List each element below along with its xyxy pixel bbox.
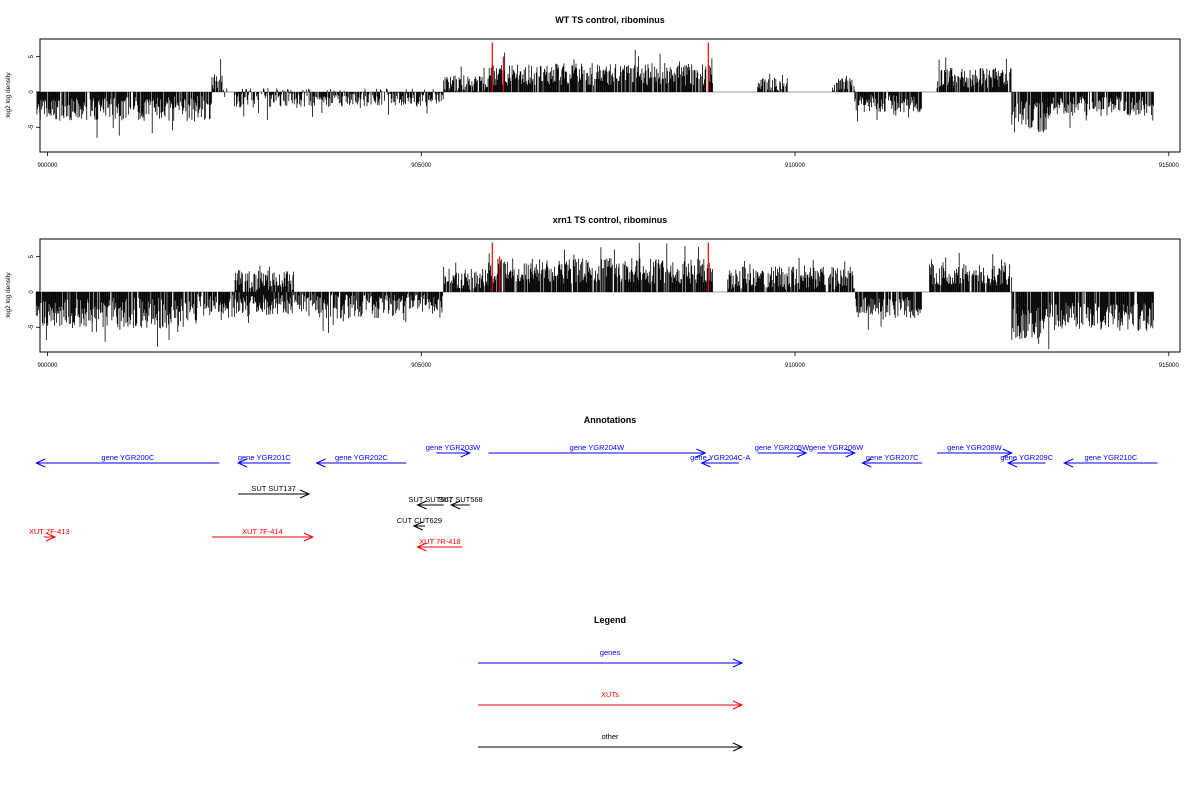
- x-tick-label: 915000: [1159, 163, 1180, 169]
- arrow-head: [460, 448, 472, 458]
- y-tick-label: -5: [29, 324, 35, 330]
- xrn1-y-axis: -5 0 5: [29, 254, 40, 330]
- feature-label: gene YGR201C: [238, 453, 291, 462]
- arrow-head: [1062, 458, 1074, 468]
- annotation-gene-ygr201c: gene YGR201C: [236, 453, 291, 468]
- feature-label: gene YGR207C: [866, 453, 919, 462]
- arrow-head: [861, 458, 872, 468]
- arrow-head: [35, 458, 46, 468]
- feature-label: XUT 7R-418: [419, 537, 461, 546]
- wt-plot-title: WT TS control, ribominus: [555, 15, 665, 25]
- arrow-head: [1002, 448, 1014, 458]
- arrow-head: [700, 458, 711, 468]
- annotation-track: Annotations gene YGR200C gene YGR201C gene…: [29, 415, 1158, 552]
- xrn1-x-axis: 900000 905000 910000 915000: [37, 352, 1179, 369]
- annotation-gene-ygr204c-a: gene YGR204C-A: [690, 453, 750, 468]
- feature-label: XUT 7F-414: [242, 527, 283, 536]
- wt-bars: [36, 42, 1154, 139]
- xrn1-y-axis-label: log2 log density: [5, 272, 12, 318]
- arrow-head: [416, 542, 427, 552]
- legend-item-other: other: [478, 732, 744, 752]
- annotation-gene-ygr204w: gene YGR204W: [488, 443, 707, 458]
- arrow-head: [236, 458, 248, 468]
- xrn1-coverage-plot: xrn1 TS control, ribominus log2 log dens…: [5, 215, 1181, 369]
- y-tick-label: 5: [29, 54, 35, 58]
- annotation-gene-ygr205w: gene YGR205W: [755, 443, 810, 458]
- arrow-head: [1006, 458, 1018, 468]
- annotation-gene-ygr208w: gene YGR208W: [937, 443, 1014, 458]
- arrow-head: [845, 448, 857, 458]
- annotation-sut-sut568: SUT SUT568: [438, 495, 483, 510]
- x-tick-label: 905000: [411, 163, 432, 169]
- feature-label: gene YGR204C-A: [690, 453, 750, 462]
- annotation-xut-7f-413: XUT 7F-413: [29, 527, 70, 542]
- legend-title: Legend: [594, 615, 626, 625]
- annotation-gene-ygr209c: gene YGR209C: [1000, 453, 1054, 468]
- wt-y-axis: -5 0 5: [29, 54, 40, 130]
- legend-label: other: [601, 732, 619, 741]
- xrn1-bars: [35, 242, 1154, 350]
- arrow-head: [797, 448, 808, 458]
- y-tick-label: -5: [29, 124, 35, 130]
- feature-label: gene YGR204W: [570, 443, 625, 452]
- x-tick-label: 910000: [785, 163, 806, 169]
- annotations-title: Annotations: [584, 415, 637, 425]
- annotation-xut-7f-414: XUT 7F-414: [211, 527, 315, 542]
- arrow-head: [449, 500, 461, 510]
- legend-arrow-head: [732, 700, 744, 710]
- arrow-head: [412, 521, 423, 531]
- arrow-head: [303, 532, 315, 542]
- annotation-sut-sut567: SUT SUT567: [408, 495, 453, 510]
- feature-label: gene YGR200C: [101, 453, 154, 462]
- feature-label: gene YGR205W: [755, 443, 810, 452]
- x-tick-label: 900000: [37, 363, 58, 369]
- x-tick-label: 905000: [411, 363, 432, 369]
- feature-label: gene YGR202C: [335, 453, 388, 462]
- legend-item-xuts: XUTs: [478, 690, 744, 710]
- feature-label: SUT SUT567: [408, 495, 452, 504]
- y-tick-label: 0: [29, 90, 35, 94]
- feature-label: gene YGR208W: [947, 443, 1002, 452]
- x-tick-label: 915000: [1159, 363, 1180, 369]
- legend-label: XUTs: [601, 690, 619, 699]
- feature-label: gene YGR203W: [426, 443, 481, 452]
- wt-y-axis-label: log2 log density: [5, 72, 12, 118]
- feature-label: SUT SUT137: [251, 484, 295, 493]
- annotation-gene-ygr206w: gene YGR206W: [809, 443, 864, 458]
- arrow-head: [315, 458, 326, 468]
- legend-label: genes: [600, 648, 621, 657]
- annotation-gene-ygr202c: gene YGR202C: [315, 453, 407, 468]
- annotation-gene-ygr200c: gene YGR200C: [35, 453, 220, 468]
- legend-arrow-head: [732, 658, 744, 668]
- annotation-gene-ygr207c: gene YGR207C: [861, 453, 923, 468]
- wt-coverage-plot: WT TS control, ribominus log2 log densit…: [5, 15, 1181, 169]
- feature-label: gene YGR209C: [1000, 453, 1053, 462]
- feature-label: XUT 7F-413: [29, 527, 70, 536]
- arrow-head: [696, 448, 707, 458]
- arrow-head: [45, 532, 57, 542]
- x-tick-label: 900000: [37, 163, 58, 169]
- arrow-head: [299, 489, 311, 499]
- y-tick-label: 5: [29, 254, 35, 258]
- y-tick-label: 0: [29, 290, 35, 294]
- xrn1-plot-title: xrn1 TS control, ribominus: [553, 215, 668, 225]
- legend-item-genes: genes: [478, 648, 744, 668]
- annotation-xut-7r-418: XUT 7R-418: [416, 537, 463, 552]
- annotation-gene-ygr203w: gene YGR203W: [426, 443, 481, 458]
- annotation-gene-ygr210c: gene YGR210C: [1062, 453, 1158, 468]
- arrow-head: [416, 500, 427, 510]
- x-tick-label: 910000: [785, 363, 806, 369]
- annotation-features: gene YGR200C gene YGR201C gene YGR202C gene…: [29, 443, 1158, 552]
- feature-label: gene YGR206W: [809, 443, 864, 452]
- legend-arrow-head: [732, 742, 744, 752]
- feature-label: gene YGR210C: [1084, 453, 1137, 462]
- annotation-cut-cut629: CUT CUT629: [397, 516, 442, 531]
- wt-x-axis: 900000 905000 910000 915000: [37, 152, 1179, 169]
- legend: Legend genes XUTs other: [478, 615, 744, 752]
- feature-label: CUT CUT629: [397, 516, 442, 525]
- legend-items: genes XUTs other: [478, 648, 744, 752]
- feature-label: SUT SUT568: [438, 495, 482, 504]
- annotation-sut-sut137: SUT SUT137: [238, 484, 311, 499]
